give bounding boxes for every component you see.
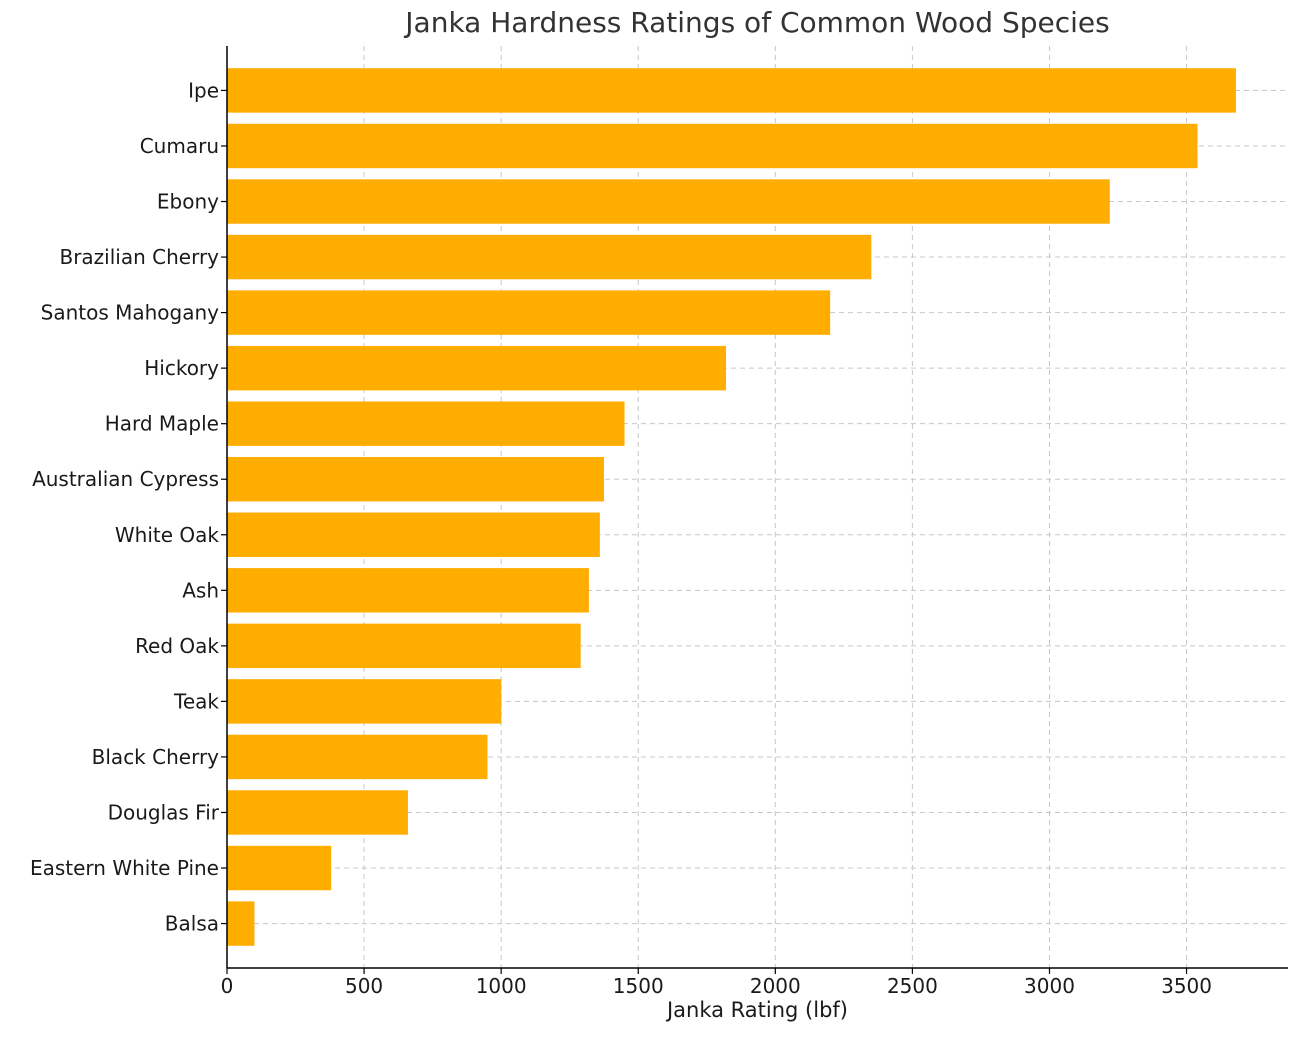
bar [227,234,872,280]
x-axis-label: Janka Rating (lbf) [666,998,849,1022]
x-tick-label: 3500 [1161,974,1212,998]
y-tick-label: Balsa [165,912,219,936]
x-tick-label: 3000 [1024,974,1075,998]
bars [227,68,1236,946]
bar [227,179,1110,224]
y-tick-label: Hard Maple [105,412,219,436]
bar [227,790,408,835]
x-tick-label: 2000 [750,974,801,998]
bar [227,623,581,669]
x-tick-label: 500 [345,974,383,998]
axes [221,46,1288,974]
bar [227,290,831,335]
y-tick-label: Ipe [188,78,219,102]
y-tick-label: Douglas Fir [108,800,220,824]
x-tick-label: 1500 [613,974,664,998]
y-tick-label: Hickory [144,356,219,380]
bar [227,457,604,502]
y-tick-label: Cumaru [140,134,219,158]
bar [227,512,600,557]
y-tick-label: Brazilian Cherry [59,245,219,269]
bar [227,401,625,446]
bar [227,568,589,613]
bar [227,845,332,891]
bar [227,345,726,391]
y-tick-label: Ebony [157,190,219,214]
bar [227,901,255,946]
x-tick-label: 1000 [476,974,527,998]
bar [227,123,1198,169]
bar [227,679,502,724]
y-tick-label: Ash [182,578,219,602]
chart-title: Janka Hardness Ratings of Common Wood Sp… [405,6,1110,39]
x-tick-label: 2500 [887,974,938,998]
y-tick-label: Teak [173,689,219,713]
bar [227,734,488,780]
y-tick-label: Black Cherry [92,745,220,769]
y-tick-label: Santos Mahogany [41,301,220,325]
y-tick-label: Australian Cypress [32,467,219,491]
x-tick-label: 0 [221,974,234,998]
y-tick-label: Red Oak [135,634,219,658]
y-tick-label: Eastern White Pine [30,856,219,880]
tick-labels: 0 500 1000 1500 2000 2500 3000 3500 Ipe Cumaru Ebo… [30,78,1212,998]
bar [227,68,1236,113]
y-tick-label: White Oak [115,523,220,547]
